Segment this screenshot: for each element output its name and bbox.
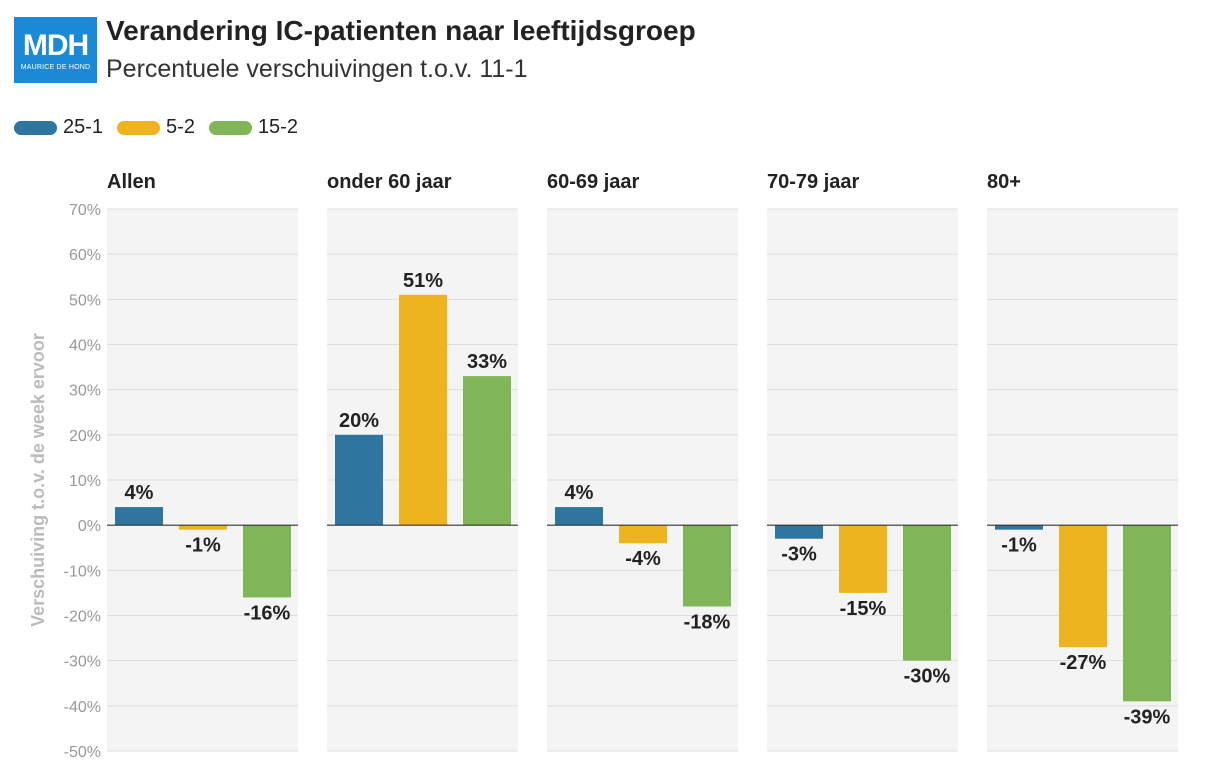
panel-title: 70-79 jaar (767, 171, 860, 193)
legend-label: 25-1 (63, 116, 104, 138)
data-label: 4% (125, 482, 154, 504)
y-tick-label: 60% (69, 247, 101, 264)
legend-item-series-3: 15-2 (208, 116, 298, 139)
bar (775, 525, 823, 539)
chart-subtitle: Percentuele verschuivingen t.o.v. 11-1 (106, 55, 528, 83)
panel-title: Allen (107, 171, 156, 193)
data-label: 51% (403, 270, 443, 292)
bar (903, 525, 951, 661)
bar (115, 507, 163, 526)
logo-subtext: MAURICE DE HOND (20, 64, 91, 71)
bar (839, 525, 887, 593)
y-tick-label: 40% (69, 338, 101, 355)
legend-label: 15-2 (257, 116, 298, 138)
bar (243, 525, 291, 598)
panel-title: onder 60 jaar (327, 171, 452, 193)
legend-item-series-1: 25-1 (14, 116, 103, 139)
data-label: -15% (840, 598, 887, 620)
bar (619, 525, 667, 544)
legend-item-series-2: 5-2 (117, 116, 195, 139)
data-label: 33% (467, 351, 507, 373)
legend-label: 5-2 (166, 116, 195, 138)
panel-title: 80+ (987, 171, 1021, 193)
y-axis-label: Verschuiving t.o.v. de week ervoor (28, 333, 48, 627)
data-label: -1% (185, 535, 221, 557)
chart-title: Verandering IC-patienten naar leeftijdsg… (106, 15, 696, 46)
bar (399, 294, 447, 526)
bar (463, 376, 511, 526)
data-label: -30% (904, 666, 951, 688)
bar (555, 507, 603, 526)
bar (335, 434, 383, 526)
bar (1123, 525, 1171, 702)
y-tick-label: -40% (64, 699, 101, 716)
data-label: 4% (565, 482, 594, 504)
data-label: -4% (625, 548, 661, 570)
y-tick-label: 20% (69, 428, 101, 445)
y-tick-label: 70% (69, 202, 101, 219)
data-label: -27% (1060, 652, 1107, 674)
data-label: 20% (339, 410, 379, 432)
legend-swatch (117, 120, 161, 135)
y-tick-label: 10% (69, 473, 101, 490)
logo-text: MDH (22, 29, 89, 62)
y-tick-label: -50% (64, 744, 101, 761)
legend: 25-1 5-2 15-2 (14, 116, 312, 139)
mdh-logo: MDH MAURICE DE HOND (14, 17, 97, 83)
bar (1059, 525, 1107, 648)
data-label: -1% (1001, 535, 1037, 557)
bar (683, 525, 731, 607)
legend-swatch (14, 120, 57, 135)
y-tick-label: -20% (64, 609, 101, 626)
data-label: -18% (684, 611, 731, 633)
data-label: -3% (781, 544, 817, 566)
bar (995, 525, 1043, 530)
data-label: -39% (1124, 706, 1171, 728)
y-tick-label: -10% (64, 563, 101, 580)
panel-title: 60-69 jaar (547, 171, 640, 193)
y-tick-label: 0% (78, 518, 101, 535)
y-tick-label: 50% (69, 292, 101, 309)
legend-swatch (208, 120, 252, 135)
y-tick-label: 30% (69, 383, 101, 400)
bar (179, 525, 227, 530)
y-tick-label: -30% (64, 654, 101, 671)
data-label: -16% (244, 602, 291, 624)
